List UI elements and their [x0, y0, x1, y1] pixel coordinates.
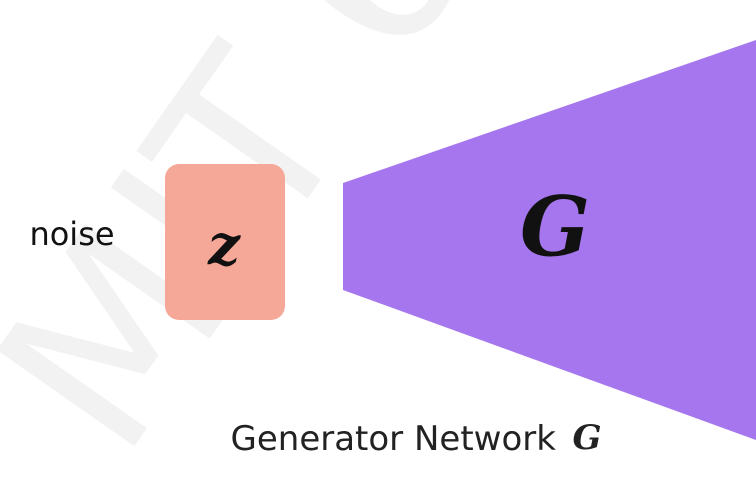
generator-shape	[343, 40, 756, 440]
input-label: noise	[29, 215, 114, 253]
caption: Generator Network G	[231, 418, 602, 459]
input-symbol: z	[207, 213, 241, 279]
caption-symbol: G	[572, 418, 601, 458]
input-box	[165, 164, 285, 320]
caption-text: Generator Network	[231, 419, 557, 459]
generator-symbol: G	[520, 179, 590, 275]
